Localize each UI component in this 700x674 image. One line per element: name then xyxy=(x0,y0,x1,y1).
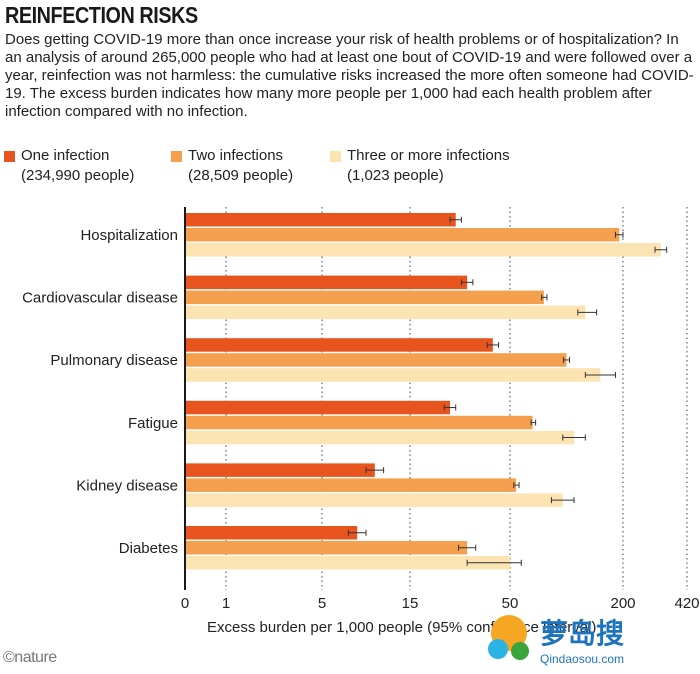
error-bar xyxy=(550,497,575,504)
watermark-logo: 萝岛搜 Qindaosou.com xyxy=(486,611,696,669)
category-labels: Hospitalization Cardiovascular disease Pul… xyxy=(22,227,178,557)
error-bar xyxy=(562,434,586,441)
bar xyxy=(186,415,533,430)
bar xyxy=(186,228,620,242)
category-label: Kidney disease xyxy=(76,477,178,494)
bar xyxy=(186,275,468,290)
bar xyxy=(186,243,661,257)
page-title: REINFECTION RISKS xyxy=(5,2,198,28)
bar xyxy=(186,353,567,367)
error-bar xyxy=(449,216,462,223)
bar xyxy=(186,290,544,305)
error-bar xyxy=(654,246,668,253)
bar xyxy=(186,213,456,227)
legend-swatch-three xyxy=(330,151,341,162)
x-tick-label: 15 xyxy=(402,595,419,612)
bar xyxy=(186,526,358,540)
error-bar xyxy=(365,467,385,474)
bar xyxy=(186,305,586,320)
legend-label: Three or more infections xyxy=(347,147,510,164)
bar xyxy=(186,400,450,415)
legend-sublabel: (28,509 people) xyxy=(188,167,294,184)
legend-swatch-two xyxy=(171,151,182,162)
bar xyxy=(186,556,510,570)
x-tick-label: 420 xyxy=(674,595,699,612)
bar xyxy=(186,463,375,477)
legend-label: Two infections xyxy=(188,147,284,164)
chart-subtitle: Does getting COVID-19 more than once inc… xyxy=(5,31,694,120)
bars xyxy=(186,213,668,570)
category-label: Hospitalization xyxy=(80,227,178,244)
error-bar xyxy=(562,356,571,363)
legend-swatch-one xyxy=(4,151,15,162)
x-tick-label: 50 xyxy=(502,595,519,612)
error-bar xyxy=(458,544,477,551)
x-tick-label: 0 xyxy=(181,595,189,612)
category-label: Diabetes xyxy=(119,540,178,557)
error-bar xyxy=(347,529,367,536)
watermark-url: Qindaosou.com xyxy=(540,652,624,666)
category-label: Cardiovascular disease xyxy=(22,290,178,307)
error-bar xyxy=(584,371,616,378)
bar xyxy=(186,493,563,507)
error-bar xyxy=(513,482,520,489)
bar xyxy=(186,430,575,445)
error-bar xyxy=(530,419,537,426)
error-bar xyxy=(486,341,500,348)
x-tick-label: 1 xyxy=(222,595,230,612)
category-label: Fatigue xyxy=(128,415,178,432)
error-bar xyxy=(443,404,457,411)
bar xyxy=(186,338,493,352)
error-bar xyxy=(577,309,598,316)
bar xyxy=(186,541,468,555)
x-tick-labels: 0 1 5 15 50 200 420 xyxy=(181,595,700,612)
legend-sublabel: (1,023 people) xyxy=(347,167,444,184)
bar xyxy=(186,478,517,492)
nature-logo: ©nature xyxy=(3,649,57,666)
error-bar xyxy=(541,294,548,301)
x-tick-label: 200 xyxy=(610,595,635,612)
error-bar xyxy=(614,231,624,238)
x-tick-label: 5 xyxy=(318,595,326,612)
legend-label: One infection xyxy=(21,147,110,164)
error-bar xyxy=(466,559,522,566)
error-bar xyxy=(460,279,474,286)
bar xyxy=(186,368,601,382)
category-label: Pulmonary disease xyxy=(50,352,178,369)
grid-lines xyxy=(184,207,688,590)
watermark-cn: 萝岛搜 xyxy=(540,617,624,650)
legend-sublabel: (234,990 people) xyxy=(21,167,135,184)
